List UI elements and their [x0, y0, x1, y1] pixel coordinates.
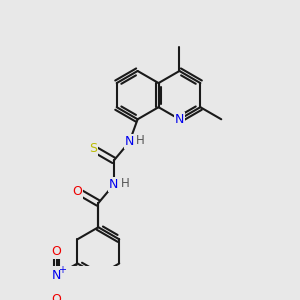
Text: N: N [109, 178, 119, 191]
Text: O: O [52, 293, 61, 300]
Text: H: H [136, 134, 145, 147]
Text: S: S [89, 142, 97, 155]
Text: O: O [73, 184, 82, 197]
Text: N: N [125, 136, 134, 148]
Text: −: − [57, 299, 67, 300]
Text: N: N [52, 269, 61, 282]
Text: O: O [52, 245, 61, 258]
Text: H: H [121, 177, 129, 190]
Text: N: N [175, 113, 184, 126]
Text: +: + [58, 265, 66, 275]
